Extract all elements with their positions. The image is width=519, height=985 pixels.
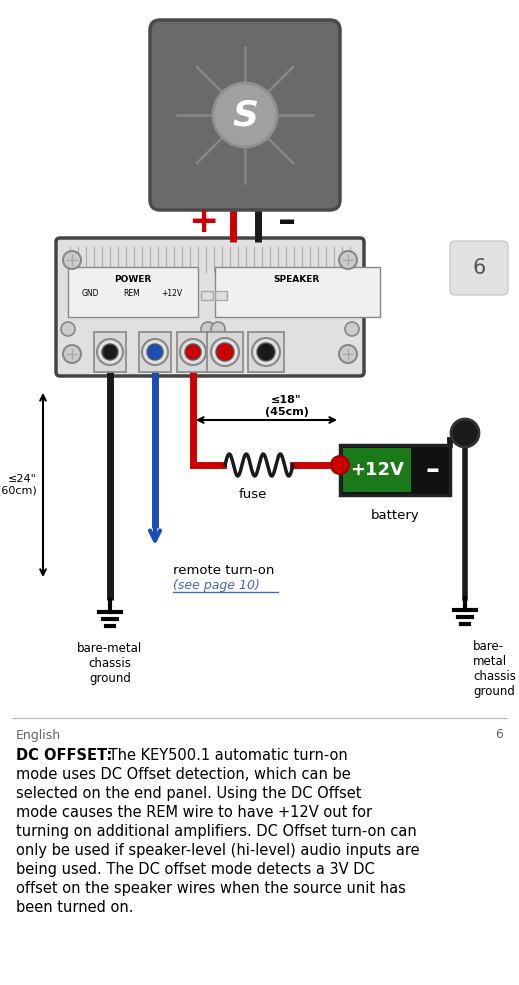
Circle shape bbox=[451, 419, 479, 447]
Text: been turned on.: been turned on. bbox=[16, 900, 133, 915]
Bar bbox=[340, 445, 450, 495]
Text: remote turn-on: remote turn-on bbox=[173, 563, 275, 576]
Text: only be used if speaker-level (hi-level) audio inputs are: only be used if speaker-level (hi-level)… bbox=[16, 843, 420, 858]
Text: fuse: fuse bbox=[239, 489, 267, 501]
FancyBboxPatch shape bbox=[450, 241, 508, 295]
Text: –: – bbox=[278, 205, 296, 239]
FancyBboxPatch shape bbox=[56, 238, 364, 376]
Circle shape bbox=[63, 345, 81, 363]
Text: SPEAKER: SPEAKER bbox=[274, 276, 320, 285]
Circle shape bbox=[216, 343, 234, 361]
Circle shape bbox=[339, 345, 357, 363]
Circle shape bbox=[142, 339, 168, 365]
Text: (see page 10): (see page 10) bbox=[173, 579, 260, 593]
Bar bbox=[343, 448, 411, 492]
Text: English: English bbox=[16, 729, 61, 742]
Text: +12V: +12V bbox=[350, 461, 404, 479]
FancyBboxPatch shape bbox=[150, 20, 340, 210]
Circle shape bbox=[97, 339, 123, 365]
Text: +12V: +12V bbox=[161, 290, 183, 298]
Circle shape bbox=[331, 456, 349, 474]
Text: selected on the end panel. Using the DC Offset: selected on the end panel. Using the DC … bbox=[16, 786, 362, 801]
Circle shape bbox=[147, 344, 163, 360]
Circle shape bbox=[201, 322, 215, 336]
Text: The KEY500.1 automatic turn-on: The KEY500.1 automatic turn-on bbox=[104, 748, 348, 763]
Bar bbox=[68, 267, 198, 317]
Text: DC OFFSET:: DC OFFSET: bbox=[16, 748, 112, 763]
Text: S: S bbox=[232, 98, 258, 132]
Text: +: + bbox=[188, 205, 218, 239]
Bar bbox=[207, 332, 243, 372]
Text: mode uses DC Offset detection, which can be: mode uses DC Offset detection, which can… bbox=[16, 767, 351, 782]
Circle shape bbox=[102, 344, 118, 360]
Text: being used. The DC offset mode detects a 3V DC: being used. The DC offset mode detects a… bbox=[16, 862, 375, 877]
Circle shape bbox=[63, 251, 81, 269]
Circle shape bbox=[339, 251, 357, 269]
Text: bare-metal
chassis
ground: bare-metal chassis ground bbox=[77, 642, 143, 685]
Text: 6: 6 bbox=[495, 729, 503, 742]
Circle shape bbox=[61, 322, 75, 336]
Text: 6: 6 bbox=[472, 258, 486, 278]
Bar bbox=[215, 267, 380, 317]
Circle shape bbox=[180, 339, 206, 365]
Circle shape bbox=[345, 322, 359, 336]
Circle shape bbox=[211, 338, 239, 366]
Text: ≤24"
(60cm): ≤24" (60cm) bbox=[0, 474, 37, 495]
Bar bbox=[201, 291, 213, 300]
Text: –: – bbox=[425, 456, 439, 484]
Text: REM: REM bbox=[124, 290, 140, 298]
Bar bbox=[177, 332, 209, 372]
Text: turning on additional amplifiers. DC Offset turn-on can: turning on additional amplifiers. DC Off… bbox=[16, 824, 417, 839]
Bar bbox=[248, 332, 284, 372]
Text: ≤18"
(45cm): ≤18" (45cm) bbox=[265, 395, 308, 417]
Bar bbox=[215, 291, 227, 300]
Circle shape bbox=[257, 343, 275, 361]
Text: bare-
metal
chassis
ground: bare- metal chassis ground bbox=[473, 640, 516, 698]
Circle shape bbox=[213, 83, 277, 147]
Bar bbox=[94, 332, 126, 372]
Text: mode causes the REM wire to have +12V out for: mode causes the REM wire to have +12V ou… bbox=[16, 805, 372, 820]
Circle shape bbox=[211, 322, 225, 336]
Text: GND: GND bbox=[81, 290, 99, 298]
Text: POWER: POWER bbox=[114, 276, 152, 285]
Circle shape bbox=[252, 338, 280, 366]
Text: offset on the speaker wires when the source unit has: offset on the speaker wires when the sou… bbox=[16, 881, 406, 896]
Text: battery: battery bbox=[371, 508, 419, 521]
Circle shape bbox=[185, 344, 201, 360]
Bar bbox=[139, 332, 171, 372]
